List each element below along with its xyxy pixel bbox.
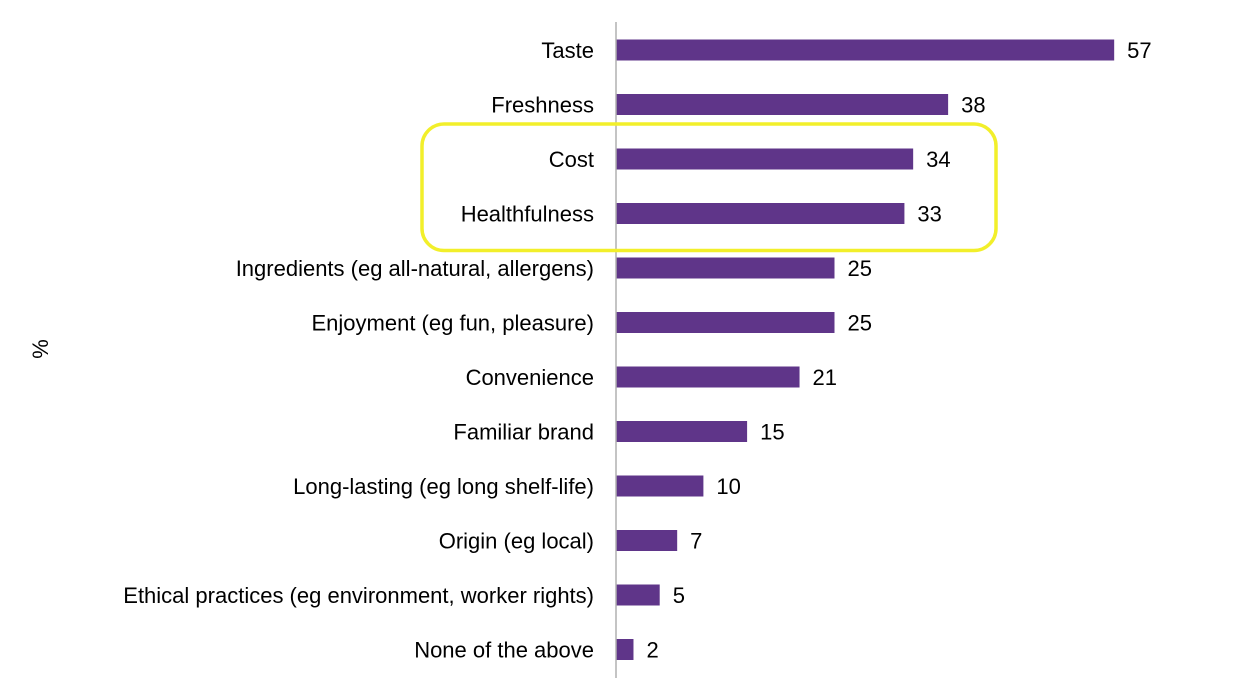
value-labels: 57 38 34 33 25 25 21 15 10 7 5 2 [646, 38, 1151, 663]
category-labels: Taste Freshness Cost Healthfulness Ingredien… [123, 38, 594, 663]
bar [616, 639, 634, 660]
category-label: Ethical practices (eg environment, worke… [123, 583, 594, 608]
data-label: 57 [1127, 38, 1151, 63]
bar [616, 584, 660, 606]
bar [616, 366, 800, 388]
category-label: None of the above [414, 638, 594, 663]
category-label: Healthfulness [461, 202, 594, 227]
data-label: 2 [646, 638, 658, 663]
bar [616, 94, 949, 115]
bar [616, 257, 835, 279]
bars-layer [616, 39, 1115, 660]
axis-title: % [28, 339, 53, 359]
category-label: Origin (eg local) [439, 529, 594, 554]
bar [616, 312, 835, 333]
data-label: 25 [848, 256, 872, 281]
bar [616, 530, 678, 551]
category-label: Taste [541, 38, 594, 63]
category-label: Freshness [491, 93, 594, 118]
category-label: Long-lasting (eg long shelf-life) [293, 474, 594, 499]
data-label: 10 [716, 474, 740, 499]
bar [616, 475, 704, 497]
category-label: Enjoyment (eg fun, pleasure) [312, 311, 595, 336]
category-label: Familiar brand [453, 420, 594, 445]
bar [616, 203, 905, 224]
data-label: 7 [690, 529, 702, 554]
category-label: Convenience [466, 365, 594, 390]
highlight-box [420, 122, 998, 253]
bar [616, 421, 748, 442]
category-label: Cost [549, 147, 594, 172]
bar [616, 39, 1115, 61]
data-label: 25 [848, 311, 872, 336]
data-label: 15 [760, 420, 784, 445]
data-label: 38 [961, 93, 985, 118]
data-label: 21 [813, 365, 837, 390]
bar [616, 148, 914, 170]
category-label: Ingredients (eg all-natural, allergens) [236, 256, 594, 281]
data-label: 34 [926, 147, 950, 172]
data-label: 33 [917, 202, 941, 227]
data-label: 5 [673, 583, 685, 608]
